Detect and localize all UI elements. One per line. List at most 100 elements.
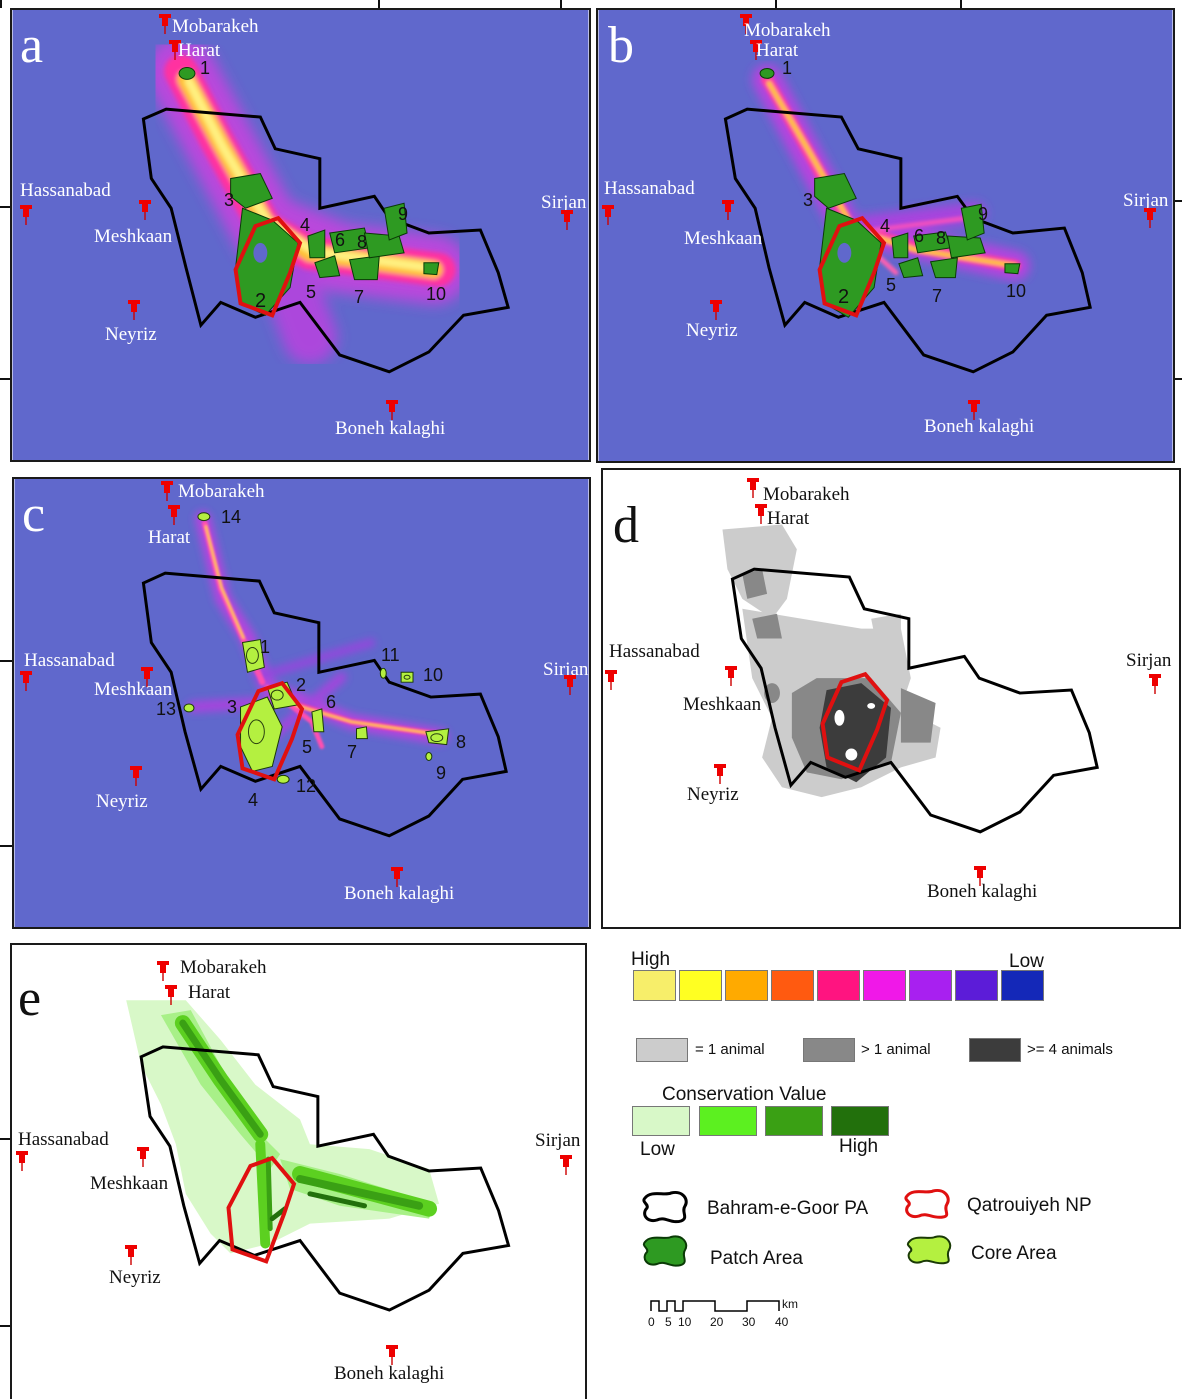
conservation-swatch-low xyxy=(632,1106,690,1136)
town-neyriz: Neyriz xyxy=(109,1267,161,1288)
scale-unit: km xyxy=(782,1297,798,1311)
location-pin-icon xyxy=(564,675,576,695)
density-swatch-3 xyxy=(725,970,768,1001)
location-pin-icon xyxy=(168,505,180,525)
patch-number-8: 8 xyxy=(936,228,947,248)
town-neyriz: Neyriz xyxy=(686,320,738,341)
density-map-c xyxy=(14,479,589,927)
bahram-e-goor-pa-boundary xyxy=(141,571,508,838)
density-swatch-8 xyxy=(955,970,998,1001)
location-pin-icon xyxy=(747,478,759,498)
location-pin-icon xyxy=(740,14,752,34)
core-number-6: 6 xyxy=(326,692,337,712)
core-number-13: 13 xyxy=(156,699,177,719)
panel-label-c: c xyxy=(22,486,46,543)
frame-tick xyxy=(0,1138,10,1140)
town-harat: Harat xyxy=(148,527,191,548)
animal-label-1: = 1 animal xyxy=(695,1041,765,1058)
town-harat: Harat xyxy=(188,982,231,1003)
town-sirjan: Sirjan xyxy=(1123,190,1169,211)
patch-number-7: 7 xyxy=(354,287,365,307)
location-pin-icon xyxy=(1149,674,1161,694)
panel-label-e: e xyxy=(18,970,42,1027)
town-hassanabad: Hassanabad xyxy=(18,1129,109,1150)
core-number-3: 3 xyxy=(227,697,238,717)
patch-number-2: 2 xyxy=(255,290,267,312)
animal-swatch-1 xyxy=(636,1038,688,1062)
location-pin-icon xyxy=(755,504,767,524)
town-boneh-kalaghi: Boneh kalaghi xyxy=(344,883,455,904)
patch-number-8: 8 xyxy=(357,232,368,252)
location-pin-icon xyxy=(169,40,181,60)
scale-bar xyxy=(650,1300,780,1312)
patch-number-9: 9 xyxy=(398,204,409,224)
bahram-e-goor-pa-boundary xyxy=(730,567,1099,834)
patch-area-symbol-icon xyxy=(642,1235,688,1267)
patch-number-4: 4 xyxy=(300,215,311,235)
frame-tick xyxy=(775,0,777,8)
patch-number-5: 5 xyxy=(886,275,897,295)
patch-number-6: 6 xyxy=(914,226,925,246)
patch-number-7: 7 xyxy=(932,286,943,306)
location-pin-icon xyxy=(605,670,617,690)
qatrouiyeh-np-boundary xyxy=(226,1155,297,1264)
location-pin-icon xyxy=(750,40,762,60)
location-pin-icon xyxy=(137,1147,149,1167)
animal-count-map-d xyxy=(722,524,1099,834)
town-mobarakeh: Mobarakeh xyxy=(744,20,831,41)
density-swatch-9 xyxy=(1001,970,1044,1001)
qatrouiyeh-np-boundary xyxy=(820,671,890,773)
location-pin-icon xyxy=(165,985,177,1005)
patch-number-10: 10 xyxy=(1006,281,1027,301)
town-neyriz: Neyriz xyxy=(96,791,148,812)
town-hassanabad: Hassanabad xyxy=(604,178,695,199)
patch-number-10: 10 xyxy=(426,284,447,304)
location-pin-icon xyxy=(130,766,142,786)
density-map-a xyxy=(12,10,589,460)
town-meshkaan: Meshkaan xyxy=(684,228,763,249)
density-swatch-2 xyxy=(679,970,722,1001)
panel-label-a: a xyxy=(20,17,44,74)
conservation-swatch-2 xyxy=(699,1106,757,1136)
location-pin-icon xyxy=(161,481,173,501)
core-number-4: 4 xyxy=(248,790,259,810)
qatrouiyeh-np-boundary xyxy=(817,215,887,318)
location-pin-icon xyxy=(714,764,726,784)
core-area-legend-label: Core Area xyxy=(971,1243,1057,1264)
core-number-14: 14 xyxy=(221,507,242,527)
town-mobarakeh: Mobarakeh xyxy=(178,481,265,502)
density-high-label: High xyxy=(631,949,671,970)
frame-tick xyxy=(0,660,12,662)
density-swatch-1 xyxy=(633,970,676,1001)
patch-number-4: 4 xyxy=(880,216,891,236)
conservation-low-label: Low xyxy=(640,1139,675,1160)
town-boneh-kalaghi: Boneh kalaghi xyxy=(335,418,446,439)
map-panel-a: a 1 2 3 4 5 6 7 8 9 10 Mobarakeh Harat H… xyxy=(10,8,591,462)
map-panel-e: e Mobarakeh Harat Hassanabad Meshkaan Ne… xyxy=(10,943,587,1399)
location-pin-icon xyxy=(725,666,737,686)
frame-tick xyxy=(0,1325,10,1327)
frame-tick xyxy=(1175,378,1182,380)
frame-tick xyxy=(0,0,2,8)
town-sirjan: Sirjan xyxy=(1126,650,1172,671)
town-mobarakeh: Mobarakeh xyxy=(763,484,850,505)
town-meshkaan: Meshkaan xyxy=(94,679,173,700)
town-neyriz: Neyriz xyxy=(105,324,157,345)
town-harat: Harat xyxy=(178,40,221,61)
patch-number-1: 1 xyxy=(200,58,211,78)
density-map-b xyxy=(598,10,1173,461)
frame-tick xyxy=(1175,200,1182,202)
location-pin-icon xyxy=(386,400,398,420)
bahram-e-goor-pa-boundary xyxy=(141,107,511,374)
core-number-11: 11 xyxy=(381,645,400,665)
town-harat: Harat xyxy=(767,508,810,529)
town-sirjan: Sirjan xyxy=(543,659,589,680)
patch-number-9: 9 xyxy=(978,204,989,224)
core-number-9: 9 xyxy=(436,763,447,783)
conservation-value-title: Conservation Value xyxy=(662,1084,827,1105)
bahram-e-goor-pa-boundary xyxy=(139,1045,511,1312)
core-area-symbol-icon xyxy=(906,1235,952,1265)
density-swatch-6 xyxy=(863,970,906,1001)
frame-tick xyxy=(0,845,12,847)
town-sirjan: Sirjan xyxy=(535,1130,581,1151)
